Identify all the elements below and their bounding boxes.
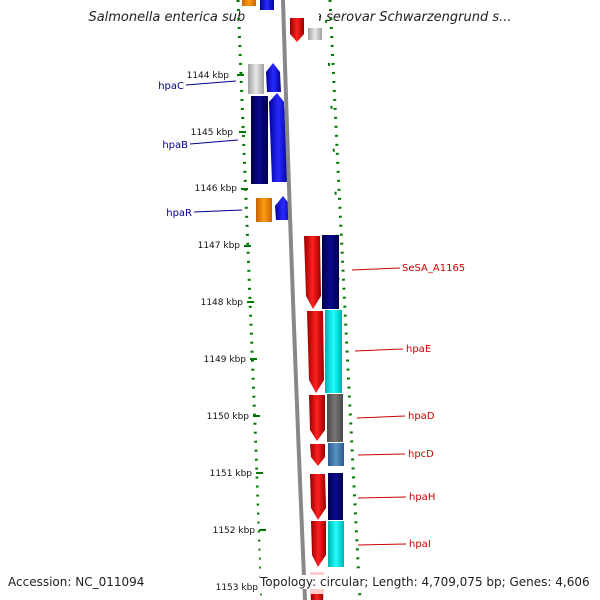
tick-label-1147: 1147 kbp <box>198 241 241 251</box>
feature-top-lightgray[interactable] <box>308 28 322 40</box>
label-line-hpaE <box>354 348 404 352</box>
tick-scale: 1144 kbp 1145 kbp 1146 kbp 1147 kbp 1148… <box>187 71 269 593</box>
tick-label-1151: 1151 kbp <box>210 469 253 479</box>
tick-label-1149: 1149 kbp <box>204 355 247 365</box>
gene-label-hpaC[interactable]: hpaC <box>158 81 184 92</box>
gene-SeSA_A1165-arrow[interactable] <box>304 236 321 309</box>
gene-label-hpcD[interactable]: hpcD <box>408 449 434 460</box>
tick-label-1150: 1150 kbp <box>207 412 250 422</box>
gene-label-hpaR[interactable]: hpaR <box>166 208 192 219</box>
gene-label-hpaD[interactable]: hpaD <box>408 411 435 422</box>
gene-hpaB-cog[interactable] <box>251 96 268 184</box>
gene-hpaE-cog[interactable] <box>325 310 342 393</box>
gene-hpcD-cog[interactable] <box>328 443 344 466</box>
gene-hpaH-cog[interactable] <box>328 473 343 520</box>
tick-label-1152: 1152 kbp <box>213 526 256 536</box>
label-line-hpaB <box>189 139 239 145</box>
tick-label-1144: 1144 kbp <box>187 71 230 81</box>
label-line-hpaH <box>357 496 407 499</box>
gene-label-SeSA_A1165[interactable]: SeSA_A1165 <box>402 263 465 274</box>
gene-label-hpaB[interactable]: hpaB <box>162 140 188 151</box>
feature-top-red-arrow[interactable] <box>290 18 304 42</box>
label-line-hpaI <box>357 543 407 546</box>
tick-label-1145: 1145 kbp <box>191 128 234 138</box>
tick-label-1148: 1148 kbp <box>201 298 244 308</box>
feature-bottom-red[interactable] <box>311 594 323 600</box>
gene-hpcD-arrow[interactable] <box>310 444 325 466</box>
gene-hpaR-cog[interactable] <box>256 198 272 222</box>
gene-hpaI-cog[interactable] <box>328 521 344 567</box>
label-line-SeSA_A1165 <box>351 267 401 271</box>
gene-hpaI-arrow[interactable] <box>311 521 326 567</box>
genome-backbone <box>281 0 307 600</box>
gene-hpaH-arrow[interactable] <box>310 474 326 520</box>
feature-top-stripe[interactable] <box>242 0 256 6</box>
gene-hpaD-cog[interactable] <box>327 394 343 442</box>
tick-label-1146: 1146 kbp <box>195 184 238 194</box>
gene-hpaC-cog[interactable] <box>248 64 264 94</box>
label-line-hpaR <box>193 209 243 213</box>
gene-hpaC-arrow[interactable] <box>266 63 281 92</box>
label-line-hpaC <box>185 80 237 86</box>
gene-hpaR-arrow[interactable] <box>275 196 291 220</box>
topology-label: Topology: circular; Length: 4,709,075 bp… <box>260 575 590 589</box>
gene-label-hpaI[interactable]: hpaI <box>409 539 431 550</box>
label-line-hpcD <box>357 453 406 456</box>
gene-label-hpaH[interactable]: hpaH <box>409 492 435 503</box>
tick-label-1153: 1153 kbp <box>216 583 259 593</box>
feature-top-blue[interactable] <box>260 0 274 10</box>
gene-label-hpaE[interactable]: hpaE <box>406 344 431 355</box>
gene-hpaD-arrow[interactable] <box>309 395 325 441</box>
gene-hpaE-arrow[interactable] <box>307 311 324 393</box>
gene-hpaB-arrow[interactable] <box>269 93 288 182</box>
gene-SeSA_A1165-cog[interactable] <box>322 235 339 309</box>
label-line-hpaD <box>356 415 406 419</box>
accession-label: Accession: NC_011094 <box>8 575 145 589</box>
